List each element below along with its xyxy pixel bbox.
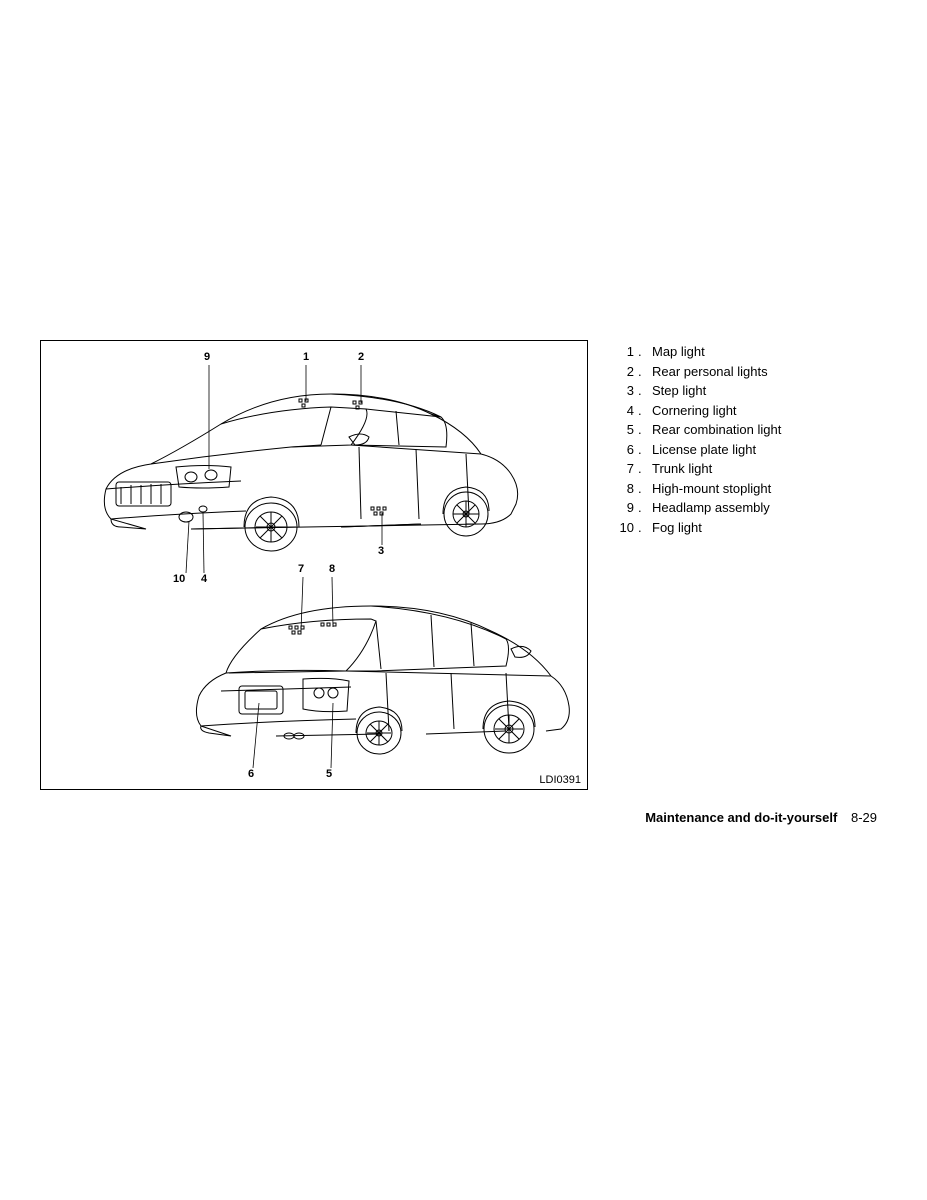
callout-3: 3	[378, 545, 384, 557]
legend-item: 6. License plate light	[608, 440, 887, 460]
legend-item: 3. Step light	[608, 381, 887, 401]
legend-item: 5. Rear combination light	[608, 420, 887, 440]
legend-num: 4	[608, 401, 638, 421]
callout-10: 10	[173, 573, 185, 585]
vehicle-diagram: 9 1 2 10 4 3 7 8 6 5 LDI0391	[40, 340, 588, 790]
legend-item: 9. Headlamp assembly	[608, 498, 887, 518]
legend-num: 8	[608, 479, 638, 499]
legend-num: 5	[608, 420, 638, 440]
callout-2: 2	[358, 351, 364, 363]
callout-4: 4	[201, 573, 207, 585]
callout-8: 8	[329, 563, 335, 575]
page-number: 8-29	[851, 810, 877, 825]
legend-num: 7	[608, 459, 638, 479]
callout-5: 5	[326, 768, 332, 780]
callout-lines	[41, 341, 589, 791]
legend-item: 2. Rear personal lights	[608, 362, 887, 382]
page-footer: Maintenance and do-it-yourself 8-29	[645, 810, 877, 825]
callout-6: 6	[248, 768, 254, 780]
legend-label: Headlamp assembly	[652, 498, 887, 518]
legend-item: 8. High-mount stoplight	[608, 479, 887, 499]
callout-7: 7	[298, 563, 304, 575]
legend-label: High-mount stoplight	[652, 479, 887, 499]
diagram-code: LDI0391	[539, 774, 581, 786]
legend-item: 4. Cornering light	[608, 401, 887, 421]
legend-list: 1. Map light 2. Rear personal lights 3. …	[608, 340, 887, 790]
legend-num: 1	[608, 342, 638, 362]
legend-item: 1. Map light	[608, 342, 887, 362]
legend-item: 10. Fog light	[608, 518, 887, 538]
legend-label: Cornering light	[652, 401, 887, 421]
legend-label: Map light	[652, 342, 887, 362]
page-content: 9 1 2 10 4 3 7 8 6 5 LDI0391 1. Map ligh…	[40, 340, 887, 790]
legend-num: 6	[608, 440, 638, 460]
section-title: Maintenance and do-it-yourself	[645, 810, 837, 825]
legend-item: 7. Trunk light	[608, 459, 887, 479]
legend-label: Step light	[652, 381, 887, 401]
legend-num: 9	[608, 498, 638, 518]
legend-label: Rear personal lights	[652, 362, 887, 382]
legend-label: License plate light	[652, 440, 887, 460]
callout-9: 9	[204, 351, 210, 363]
legend-label: Fog light	[652, 518, 887, 538]
legend-num: 3	[608, 381, 638, 401]
callout-1: 1	[303, 351, 309, 363]
legend-num: 10	[608, 518, 638, 538]
legend-num: 2	[608, 362, 638, 382]
legend-label: Trunk light	[652, 459, 887, 479]
legend-label: Rear combination light	[652, 420, 887, 440]
